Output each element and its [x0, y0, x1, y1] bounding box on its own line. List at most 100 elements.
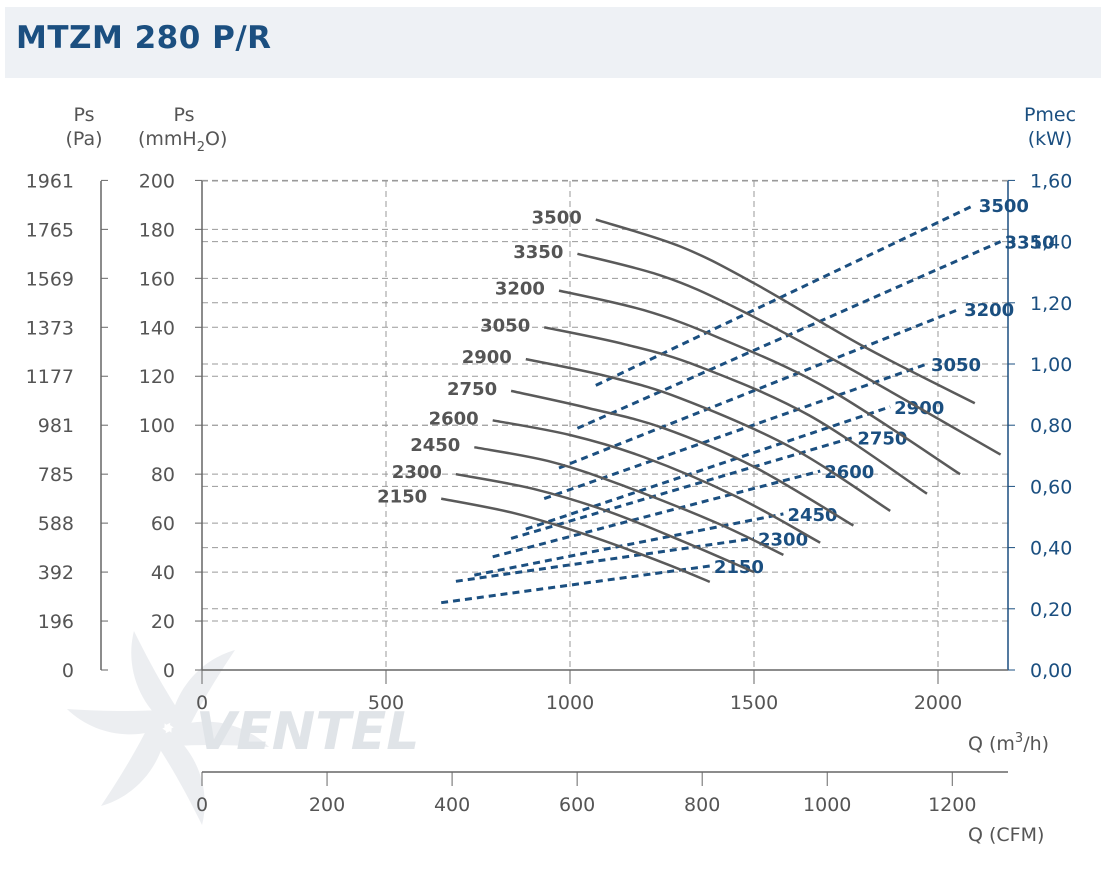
pressure-curve-3200 — [558, 289, 961, 476]
kw-tick-label: 0,80 — [1030, 415, 1072, 437]
pressure-curve-2450 — [474, 445, 784, 557]
power-curve-2900 — [525, 405, 891, 531]
pressure-label-2300: 2300 — [392, 462, 442, 483]
pressure-label-3500: 3500 — [532, 208, 582, 229]
power-curve-3200 — [558, 307, 961, 470]
kw-tick-label: 0,60 — [1030, 476, 1072, 498]
power-label-2600: 2600 — [824, 462, 874, 483]
pressure-label-2900: 2900 — [462, 347, 512, 368]
x-tick-label: 1500 — [730, 692, 778, 714]
fan-logo-icon — [66, 630, 270, 826]
y-axis-title-pa: Ps (Pa) — [65, 104, 102, 150]
fan-blade — [66, 708, 166, 735]
mm-unit: (mmH2O) — [138, 128, 227, 155]
ps-mm-title: Ps — [173, 104, 194, 126]
x-tick-label: 500 — [368, 692, 404, 714]
kw-tick-label: 0,40 — [1030, 538, 1072, 560]
mm-tick-label: 100 — [139, 415, 175, 437]
mm-tick-label: 140 — [139, 317, 175, 339]
pressure-curve-2600 — [492, 419, 821, 544]
power-label-2750: 2750 — [857, 428, 907, 449]
pressure-curves: 3500 3350 3200 3050 2900 2750 2600 2450 2300 2150 — [377, 208, 1002, 584]
power-label-3500: 3500 — [979, 196, 1029, 217]
mm-tick-label: 20 — [151, 611, 175, 633]
power-label-2300: 2300 — [758, 529, 808, 550]
mm-tick-label: 180 — [139, 219, 175, 241]
title-bar — [5, 7, 1101, 78]
pa-unit: (Pa) — [65, 128, 102, 150]
pressure-curve-2150 — [440, 497, 711, 584]
pa-tick-label: 1765 — [26, 219, 74, 241]
pa-tick-label: 1177 — [26, 366, 74, 388]
cfm-tick-label: 1000 — [803, 794, 851, 816]
pa-tick-label: 981 — [38, 415, 74, 437]
pa-tick-label: 1961 — [26, 170, 74, 192]
pressure-label-3350: 3350 — [513, 242, 563, 263]
pa-tick-label: 0 — [62, 660, 74, 682]
power-curve-3500 — [595, 203, 976, 387]
mm-tick-label: 80 — [151, 464, 175, 486]
x-tick-label: 2000 — [914, 692, 962, 714]
x-tick-label: 1000 — [546, 692, 594, 714]
fan-blade — [170, 650, 235, 735]
cfm-tick-label: 600 — [559, 794, 595, 816]
pressure-label-2750: 2750 — [447, 379, 497, 400]
pa-tick-label: 1569 — [26, 268, 74, 290]
pressure-curve-3050 — [543, 326, 928, 495]
mm-tick-label: 200 — [139, 170, 175, 192]
pressure-label-3050: 3050 — [480, 315, 530, 336]
ps-pa-title: Ps — [73, 104, 94, 126]
pressure-label-3200: 3200 — [495, 279, 545, 300]
pressure-curve-2900 — [525, 357, 891, 512]
cfm-tick-label: 0 — [196, 794, 208, 816]
page-title: MTZM 280 P/R — [16, 20, 272, 56]
x-tick-label: 0 — [196, 692, 208, 714]
ventel-logo: VENTEL — [66, 630, 419, 826]
power-curve-3050 — [543, 362, 928, 501]
kw-tick-label: 1,20 — [1030, 293, 1072, 315]
fan-blade — [170, 721, 270, 748]
x-axis-title-m3h: Q (m3/h) — [968, 731, 1049, 755]
y-axis-title-kw: Pmec (kW) — [1024, 104, 1076, 150]
power-label-3200: 3200 — [964, 300, 1014, 321]
pmec-title: Pmec — [1024, 104, 1076, 126]
pressure-curve-3350 — [577, 252, 1002, 456]
kw-tick-label: 1,40 — [1030, 232, 1072, 254]
power-label-2450: 2450 — [787, 505, 837, 526]
kw-tick-label: 0,20 — [1030, 599, 1072, 621]
mm-tick-label: 0 — [163, 660, 175, 682]
fan-blade — [153, 731, 205, 826]
pressure-curve-3500 — [595, 218, 976, 405]
pressure-curve-2750 — [510, 389, 855, 527]
y-axis-title-mm: Ps (mmH2O) — [138, 104, 227, 155]
cfm-tick-label: 200 — [309, 794, 345, 816]
power-curve-2300 — [455, 536, 755, 583]
kw-tick-label: 0,00 — [1030, 660, 1072, 682]
kw-unit: (kW) — [1028, 128, 1073, 150]
cfm-tick-label: 400 — [434, 794, 470, 816]
pa-tick-label: 392 — [38, 562, 74, 584]
cfm-tick-label: 800 — [684, 794, 720, 816]
pa-tick-label: 588 — [38, 513, 74, 535]
power-curve-2750 — [510, 435, 854, 540]
mm-tick-label: 60 — [151, 513, 175, 535]
kw-tick-label: 1,60 — [1030, 170, 1072, 192]
mm-tick-label: 40 — [151, 562, 175, 584]
pressure-curve-2300 — [455, 472, 755, 574]
mm-tick-label: 120 — [139, 366, 175, 388]
fan-blade — [131, 630, 183, 725]
pressure-label-2150: 2150 — [377, 487, 427, 508]
power-curve-2150 — [440, 564, 711, 605]
power-label-3350: 3350 — [1005, 233, 1055, 254]
power-label-2150: 2150 — [714, 557, 764, 578]
pressure-label-2600: 2600 — [429, 408, 479, 429]
pa-tick-label: 785 — [38, 464, 74, 486]
x-axis-title-cfm: Q (CFM) — [968, 824, 1044, 846]
mm-tick-label: 160 — [139, 268, 175, 290]
axes: 1961176515691373117798178558839219602001… — [26, 170, 1073, 816]
pa-tick-label: 196 — [38, 611, 74, 633]
power-curve-2600 — [492, 469, 821, 559]
pressure-label-2450: 2450 — [410, 435, 460, 456]
power-label-3050: 3050 — [931, 355, 981, 376]
